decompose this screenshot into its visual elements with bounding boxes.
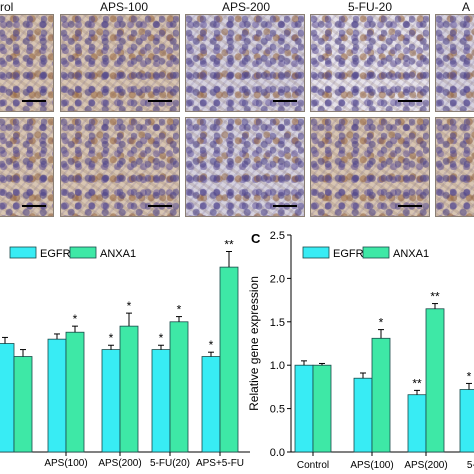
significance-mark: *: [159, 331, 164, 345]
micrograph-5fu20-row1: [310, 14, 430, 112]
bar-anxa1: [425, 308, 445, 453]
significance-mark: **: [412, 376, 422, 390]
bar-anxa1: [119, 325, 139, 453]
y-axis-label: Relative gene expression: [247, 276, 261, 411]
legend-label-egfr: EGFR: [333, 248, 364, 260]
bar-anxa1: [371, 337, 391, 453]
micrograph-label-5fu20: 5-FU-20: [348, 0, 393, 14]
bar-anxa1: [13, 356, 33, 453]
scale-bar: [273, 100, 297, 102]
bar-anxa1: [312, 364, 332, 453]
micrograph-aps100-row2: [60, 117, 180, 217]
scale-bar: [273, 205, 297, 207]
micrograph-label-control: rol: [0, 0, 14, 14]
panel-label: C: [251, 231, 261, 246]
micrograph-combo-row1: [435, 14, 474, 112]
x-tick-label: Control: [297, 460, 329, 471]
significance-mark: **: [430, 290, 440, 304]
scale-bar: [22, 100, 46, 102]
y-tick-label: 1.5: [270, 317, 285, 329]
bar-egfr: [47, 338, 67, 453]
micrograph-label-combo: A: [462, 0, 471, 14]
bar-anxa1: [169, 321, 189, 453]
micrograph-label-aps100: APS-100: [100, 0, 149, 14]
significance-mark: *: [379, 316, 384, 330]
legend-label-egfr: EGFR: [40, 248, 71, 260]
legend-swatch-egfr: [302, 246, 330, 259]
bar-anxa1: [65, 331, 85, 453]
scale-bar: [22, 205, 46, 207]
micrograph-aps200-row2: [185, 117, 305, 217]
significance-mark: *: [127, 299, 132, 313]
bar-egfr: [151, 349, 171, 453]
bar-egfr: [353, 377, 373, 453]
x-tick-label: APS+5-FU: [196, 458, 244, 469]
x-tick-label: APS(100): [44, 458, 87, 469]
y-tick-label: 2.5: [270, 230, 285, 242]
bar-anxa1: [219, 266, 239, 453]
significance-mark: *: [109, 331, 114, 345]
bar-egfr: [407, 394, 427, 453]
x-tick-label: 5-FU: [467, 460, 474, 471]
y-tick-label: 0.5: [270, 404, 285, 416]
legend-label-anxa1: ANXA1: [100, 248, 136, 260]
x-tick-label: APS(100): [350, 460, 393, 471]
x-tick-label: 5-FU(20): [150, 458, 190, 469]
y-tick-label: 2.0: [270, 273, 285, 285]
bar-egfr: [101, 349, 121, 453]
scale-bar: [398, 100, 422, 102]
bar-egfr: [459, 389, 474, 453]
bar-egfr: [201, 356, 221, 453]
micrograph-control-row2: [0, 117, 54, 217]
scale-bar: [148, 205, 172, 207]
bar-egfr: [0, 343, 15, 453]
significance-mark: *: [209, 338, 214, 352]
significance-mark: *: [177, 303, 182, 317]
micrograph-5fu20-row2: [310, 117, 430, 217]
legend-swatch-anxa1: [69, 246, 97, 259]
micrograph-aps200-row1: [185, 14, 305, 112]
scale-bar: [148, 100, 172, 102]
micrograph-label-aps200: APS-200: [222, 0, 271, 14]
bar-egfr: [294, 364, 314, 453]
significance-mark: **: [224, 237, 234, 251]
x-tick-label: APS(200): [98, 458, 141, 469]
legend-label-anxa1: ANXA1: [393, 248, 429, 260]
legend-swatch-anxa1: [362, 246, 390, 259]
micrograph-combo-row2: [435, 117, 474, 217]
x-tick-label: APS(200): [404, 460, 447, 471]
y-tick-label: 1.0: [270, 360, 285, 372]
significance-mark: *: [73, 312, 78, 326]
significance-mark: *: [467, 369, 472, 383]
micrograph-control-row1: [0, 14, 54, 112]
micrograph-aps100-row1: [60, 14, 180, 112]
y-tick-label: 0.0: [270, 447, 285, 459]
legend-swatch-egfr: [9, 246, 37, 259]
scale-bar: [398, 205, 422, 207]
